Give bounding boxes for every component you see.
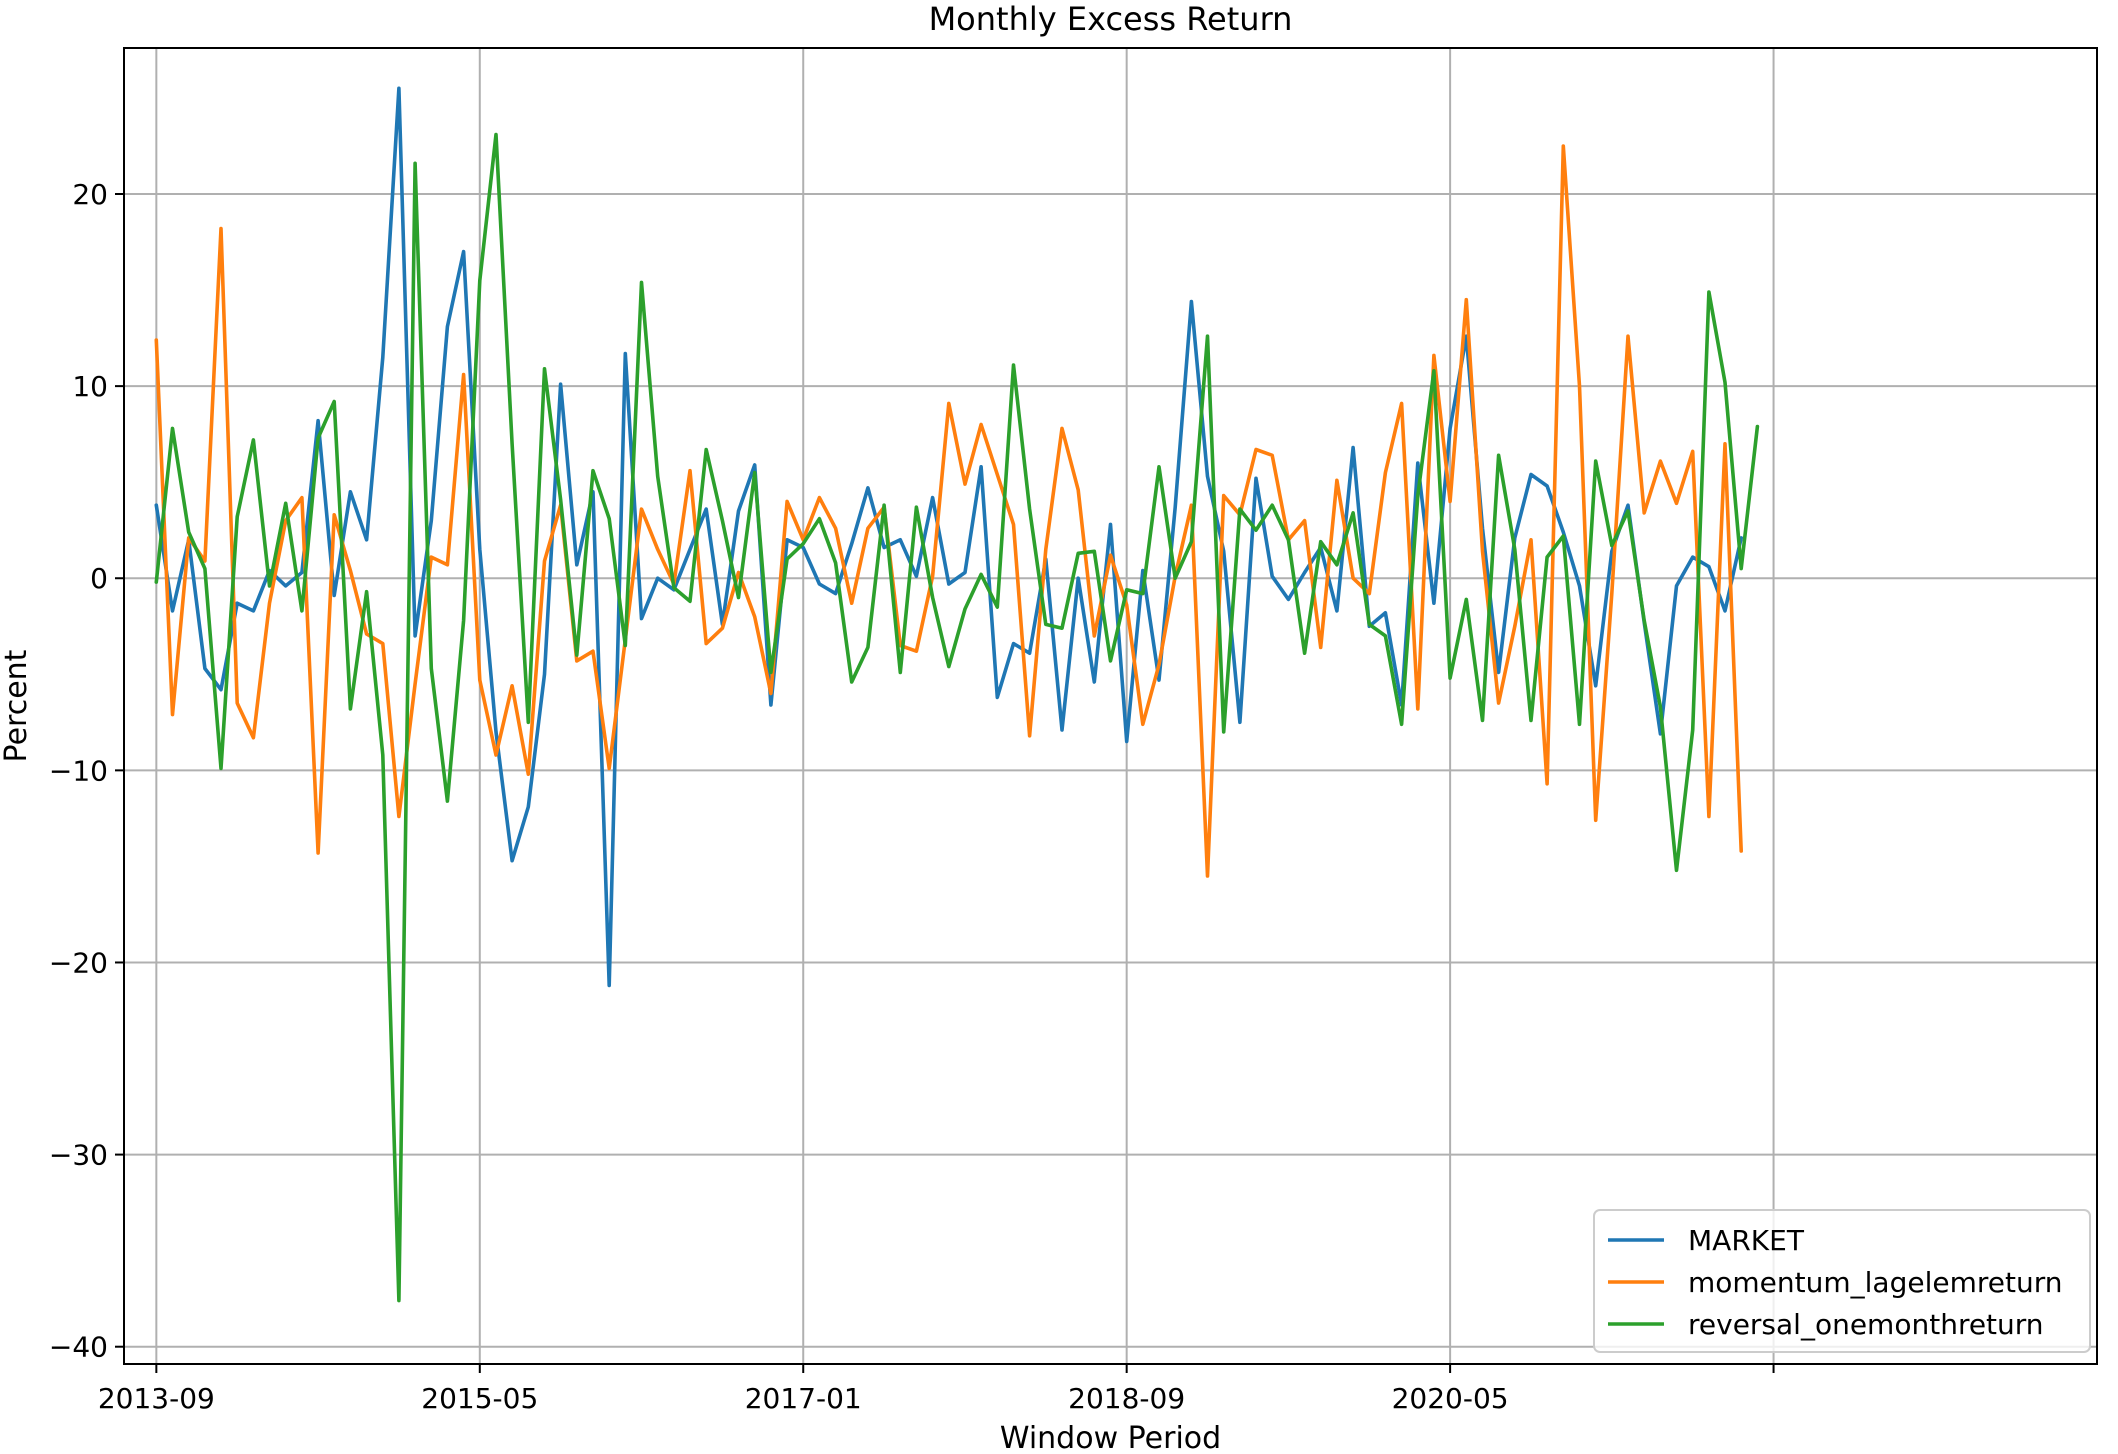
legend-entry-reversal_onemonthreturn: reversal_onemonthreturn	[1608, 1308, 2044, 1341]
legend-entries: MARKET momentum_lagelemreturn reversal_one…	[1608, 1224, 2063, 1341]
y-tick-label: 20	[72, 178, 108, 211]
legend-label-MARKET: MARKET	[1688, 1224, 1805, 1257]
legend-label-momentum_lagelemreturn: momentum_lagelemreturn	[1688, 1266, 2063, 1299]
y-tick-label: −10	[49, 754, 108, 787]
legend-label-reversal_onemonthreturn: reversal_onemonthreturn	[1688, 1308, 2044, 1341]
x-tick-label: 2018-09	[1068, 1382, 1185, 1415]
x-tick-label: 2017-01	[745, 1382, 862, 1415]
axis-ticks: 2013-09 2015-05 2017-01 2018-09 2020-05 −40 −3…	[49, 178, 1775, 1415]
x-axis-label: Window Period	[1000, 1421, 1221, 1454]
chart-title: Monthly Excess Return	[929, 0, 1293, 38]
legend-entry-momentum_lagelemreturn: momentum_lagelemreturn	[1608, 1266, 2063, 1299]
legend: MARKET momentum_lagelemreturn reversal_one…	[1593, 1209, 2091, 1353]
y-tick-label: 10	[72, 370, 108, 403]
plot-area-frame	[123, 47, 2098, 1365]
series-line-reversal_onemonthreturn	[154, 132, 1760, 1303]
series-lines	[154, 86, 1760, 1303]
y-tick-label: −30	[49, 1139, 108, 1172]
legend-box	[1593, 1209, 2091, 1353]
legend-entry-MARKET: MARKET	[1608, 1224, 1805, 1257]
x-tick-label: 2020-05	[1392, 1382, 1509, 1415]
grid	[124, 48, 2097, 1364]
y-tick-label: −20	[49, 946, 108, 979]
y-tick-label: 0	[90, 562, 108, 595]
y-tick-label: −40	[49, 1331, 108, 1364]
x-tick-label: 2015-05	[421, 1382, 538, 1415]
x-tick-label: 2013-09	[98, 1382, 215, 1415]
series-line-momentum_lagelemreturn	[154, 144, 1743, 878]
y-axis-label: Percent	[0, 649, 34, 762]
